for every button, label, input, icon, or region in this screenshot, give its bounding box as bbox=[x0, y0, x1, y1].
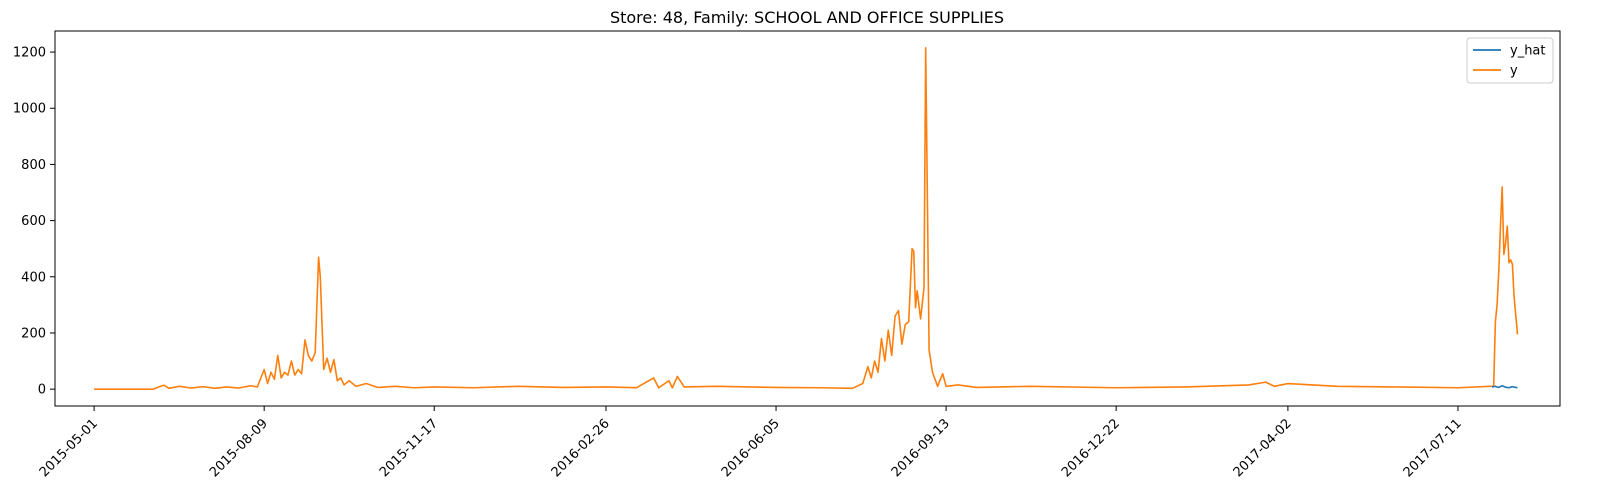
x-tick-label: 2017-07-11 bbox=[1401, 416, 1465, 480]
y-tick-label: 200 bbox=[21, 326, 46, 341]
axes: 0 200 400 600 800 1000 1200 2015-05-01 2015-08-0… bbox=[13, 30, 1561, 480]
plot-lines bbox=[94, 47, 1519, 390]
y-tick-label: 400 bbox=[21, 270, 46, 285]
y-tick-label: 600 bbox=[21, 214, 46, 229]
legend-label-y: y bbox=[1510, 64, 1518, 79]
plot-frame bbox=[54, 30, 1561, 407]
x-tick-label: 2016-02-26 bbox=[549, 416, 613, 480]
x-tick-label: 2016-06-05 bbox=[719, 416, 783, 480]
chart-title: Store: 48, Family: SCHOOL AND OFFICE SUP… bbox=[610, 8, 1004, 27]
x-tick-label: 2016-09-13 bbox=[889, 416, 953, 480]
x-tick-label: 2017-04-02 bbox=[1231, 416, 1295, 480]
series-line-y-hat bbox=[1491, 384, 1518, 389]
legend-label-y-hat: y_hat bbox=[1510, 44, 1546, 59]
x-tick-label: 2015-08-09 bbox=[207, 416, 271, 480]
y-tick-label: 0 bbox=[38, 383, 46, 398]
y-tick-label: 1200 bbox=[13, 46, 46, 61]
x-tick-label: 2015-11-17 bbox=[377, 416, 441, 480]
y-tick-label: 1000 bbox=[13, 102, 46, 117]
x-tick-label: 2016-12-22 bbox=[1059, 416, 1123, 480]
y-tick-label: 800 bbox=[21, 158, 46, 173]
series-line-y bbox=[94, 47, 1519, 390]
x-tick-label: 2015-05-01 bbox=[37, 416, 101, 480]
